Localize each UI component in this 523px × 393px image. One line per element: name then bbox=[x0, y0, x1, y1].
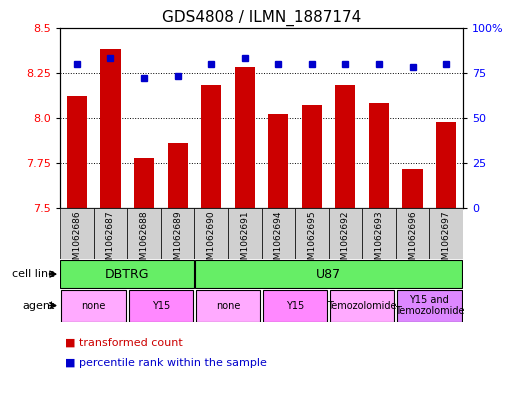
Text: agent: agent bbox=[22, 301, 55, 310]
Text: GSM1062697: GSM1062697 bbox=[441, 211, 451, 272]
Bar bbox=[396, 208, 429, 259]
Text: GSM1062686: GSM1062686 bbox=[72, 211, 82, 272]
Bar bbox=[328, 208, 362, 259]
Bar bbox=[262, 208, 295, 259]
Text: GSM1062688: GSM1062688 bbox=[140, 211, 149, 272]
Bar bbox=[161, 208, 195, 259]
Text: GSM1062694: GSM1062694 bbox=[274, 211, 283, 271]
Title: GDS4808 / ILMN_1887174: GDS4808 / ILMN_1887174 bbox=[162, 10, 361, 26]
Bar bbox=[62, 290, 126, 321]
Bar bbox=[335, 85, 356, 393]
Bar bbox=[369, 103, 389, 393]
Text: none: none bbox=[216, 301, 240, 310]
Text: Y15 and
Temozolomide: Y15 and Temozolomide bbox=[394, 295, 464, 316]
Text: GSM1062691: GSM1062691 bbox=[240, 211, 249, 272]
Text: GSM1062690: GSM1062690 bbox=[207, 211, 215, 272]
Bar bbox=[302, 105, 322, 393]
Bar bbox=[235, 67, 255, 393]
Bar bbox=[195, 208, 228, 259]
Text: none: none bbox=[82, 301, 106, 310]
Bar bbox=[67, 96, 87, 393]
Bar bbox=[263, 290, 327, 321]
Text: GSM1062693: GSM1062693 bbox=[374, 211, 383, 272]
Bar bbox=[397, 290, 461, 321]
Bar bbox=[195, 260, 462, 288]
Text: GSM1062692: GSM1062692 bbox=[341, 211, 350, 271]
Bar bbox=[295, 208, 328, 259]
Text: ■ percentile rank within the sample: ■ percentile rank within the sample bbox=[65, 358, 267, 367]
Bar bbox=[167, 143, 188, 393]
Bar bbox=[362, 208, 396, 259]
Bar bbox=[100, 49, 120, 393]
Text: GSM1062695: GSM1062695 bbox=[308, 211, 316, 272]
Text: Temozolomide: Temozolomide bbox=[327, 301, 397, 310]
Bar bbox=[228, 208, 262, 259]
Text: cell line: cell line bbox=[12, 269, 55, 279]
Bar bbox=[330, 290, 394, 321]
Bar bbox=[196, 290, 260, 321]
Bar bbox=[129, 290, 193, 321]
Text: Y15: Y15 bbox=[286, 301, 304, 310]
Bar bbox=[60, 260, 194, 288]
Text: ■ transformed count: ■ transformed count bbox=[65, 338, 183, 348]
Bar bbox=[60, 208, 94, 259]
Bar bbox=[403, 169, 423, 393]
Text: GSM1062696: GSM1062696 bbox=[408, 211, 417, 272]
Bar bbox=[134, 158, 154, 393]
Bar bbox=[436, 121, 456, 393]
Text: Y15: Y15 bbox=[152, 301, 170, 310]
Bar bbox=[268, 114, 288, 393]
Text: GSM1062689: GSM1062689 bbox=[173, 211, 182, 272]
Text: U87: U87 bbox=[316, 268, 341, 281]
Text: DBTRG: DBTRG bbox=[105, 268, 150, 281]
Bar bbox=[127, 208, 161, 259]
Bar bbox=[201, 85, 221, 393]
Text: GSM1062687: GSM1062687 bbox=[106, 211, 115, 272]
Bar bbox=[94, 208, 127, 259]
Bar bbox=[429, 208, 463, 259]
